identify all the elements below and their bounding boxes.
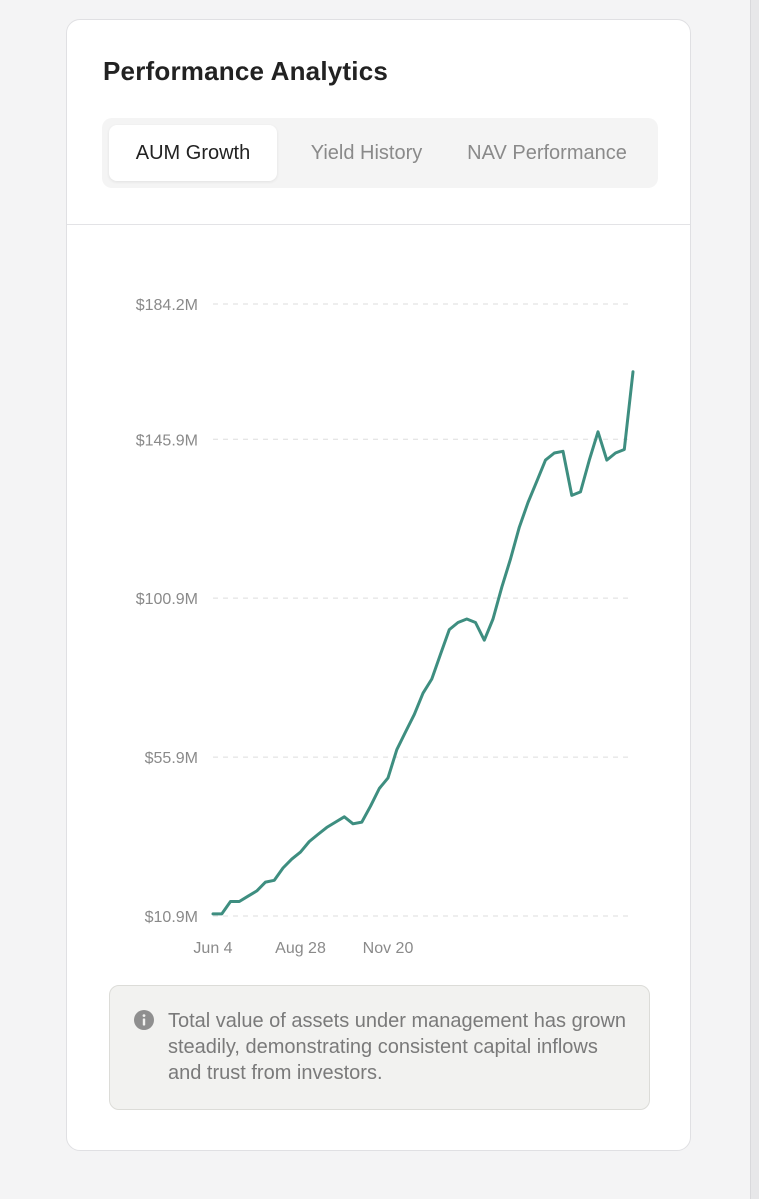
x-tick-label: Nov 20 [363,940,414,957]
tab-bar: AUM Growth Yield History NAV Performance [102,118,658,188]
performance-analytics-card: Performance Analytics AUM Growth Yield H… [66,19,691,1151]
y-tick-label: $184.2M [136,297,198,314]
aum-line-chart: $184.2M $145.9M $100.9M $55.9M $10.9M Jun 4 A… [136,297,635,957]
y-tick-label: $100.9M [136,591,198,608]
x-tick-label: Jun 4 [193,940,232,957]
header-divider [67,224,690,225]
info-circle-icon [134,1010,154,1030]
info-note: Total value of assets under management h… [109,985,650,1110]
y-tick-label: $10.9M [145,909,198,926]
y-tick-label: $55.9M [145,750,198,767]
window-edge [750,0,759,1199]
tab-yield-history[interactable]: Yield History [310,142,423,164]
y-tick-label: $145.9M [136,432,198,449]
card-title: Performance Analytics [103,56,389,86]
x-tick-label: Aug 28 [275,940,326,957]
info-text: Total value of assets under management h… [168,1010,627,1084]
tab-nav-performance[interactable]: NAV Performance [467,142,627,164]
tab-aum-growth[interactable]: AUM Growth [109,125,277,181]
aum-series-line [211,370,635,916]
